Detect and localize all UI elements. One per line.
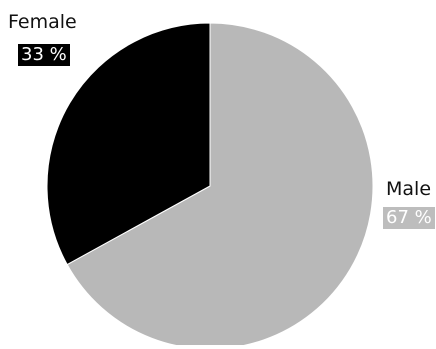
pie-slice-male <box>66 22 374 349</box>
pie-slice-female <box>46 22 211 266</box>
slice-label-female: Female <box>8 11 77 33</box>
slice-label-male: Male <box>386 178 432 200</box>
slice-value-female: 33 % <box>18 44 70 66</box>
slice-value-male: 67 % <box>383 207 435 229</box>
